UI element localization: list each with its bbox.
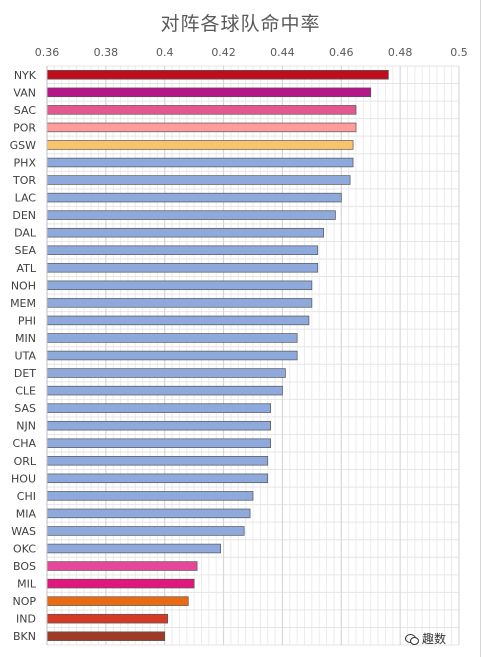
category-label: UTA <box>15 350 37 363</box>
category-label: NJN <box>16 420 36 433</box>
category-label: LAC <box>15 192 37 205</box>
category-label: NOH <box>11 279 36 292</box>
bar <box>46 298 313 308</box>
bar <box>46 105 357 115</box>
category-label: CHA <box>13 437 37 450</box>
category-label: NOP <box>12 595 36 608</box>
bar <box>46 140 354 150</box>
bar <box>46 192 342 203</box>
category-label: DAL <box>14 227 37 240</box>
category-label: MEM <box>10 297 36 310</box>
bar <box>46 473 269 484</box>
category-label: CLE <box>15 385 36 398</box>
category-label: PHI <box>18 314 36 327</box>
category-label: SAS <box>14 402 36 415</box>
bar <box>46 122 357 133</box>
bar <box>46 280 313 291</box>
bar <box>46 631 166 641</box>
bar <box>46 578 195 589</box>
category-label: SAC <box>14 104 37 117</box>
chart-title: 对阵各球队命中率 <box>160 13 321 35</box>
x-tick-label: 0.48 <box>388 46 413 59</box>
category-label: DET <box>14 367 36 380</box>
category-label: MIL <box>17 578 37 591</box>
bar <box>46 87 372 98</box>
category-label: WAS <box>11 525 36 538</box>
bar <box>46 368 286 378</box>
x-tick-label: 0.36 <box>35 46 60 59</box>
bar <box>46 333 298 343</box>
bar <box>46 543 221 554</box>
bar <box>46 227 324 238</box>
x-tick-label: 0.44 <box>270 46 295 59</box>
category-label: NYK <box>14 69 37 82</box>
bar <box>46 403 272 413</box>
category-label: ORL <box>14 455 37 468</box>
category-label: MIN <box>15 332 36 345</box>
bar <box>46 350 298 361</box>
bar <box>46 420 272 431</box>
bar <box>46 456 269 466</box>
watermark: 趣数 <box>405 630 446 647</box>
x-tick-label: 0.38 <box>94 46 119 59</box>
category-label: TOR <box>12 174 36 187</box>
watermark-text: 趣数 <box>422 632 447 646</box>
category-label: BKN <box>13 630 36 643</box>
bar <box>46 245 319 255</box>
bar <box>46 491 254 501</box>
category-label: ATL <box>16 262 36 275</box>
category-label: SEA <box>15 244 37 257</box>
bar <box>46 613 169 624</box>
bar <box>46 526 245 536</box>
bar <box>46 596 189 606</box>
bar <box>46 438 272 448</box>
category-label: CHI <box>17 490 36 503</box>
category-label: DEN <box>12 209 36 222</box>
category-label: VAN <box>13 86 36 99</box>
category-label: IND <box>16 613 36 626</box>
category-label: PHX <box>14 157 37 170</box>
x-tick-label: 0.46 <box>329 46 354 59</box>
bar <box>46 385 283 396</box>
wechat-icon <box>405 633 419 645</box>
category-label: MIA <box>16 507 37 520</box>
x-tick-label: 0.42 <box>211 46 236 59</box>
bar <box>46 70 389 80</box>
x-tick-label: 0.4 <box>156 46 174 59</box>
category-label: GSW <box>10 139 37 152</box>
bar <box>46 263 319 273</box>
category-label: BOS <box>13 560 36 573</box>
x-tick-label: 0.5 <box>450 46 468 59</box>
category-label: HOU <box>11 472 36 485</box>
category-label: POR <box>13 121 36 134</box>
bar <box>46 561 198 571</box>
category-label: OKC <box>13 543 36 556</box>
bar <box>46 157 354 168</box>
bar <box>46 175 351 185</box>
bar <box>46 315 310 326</box>
bar <box>46 508 251 519</box>
bar <box>46 210 336 220</box>
